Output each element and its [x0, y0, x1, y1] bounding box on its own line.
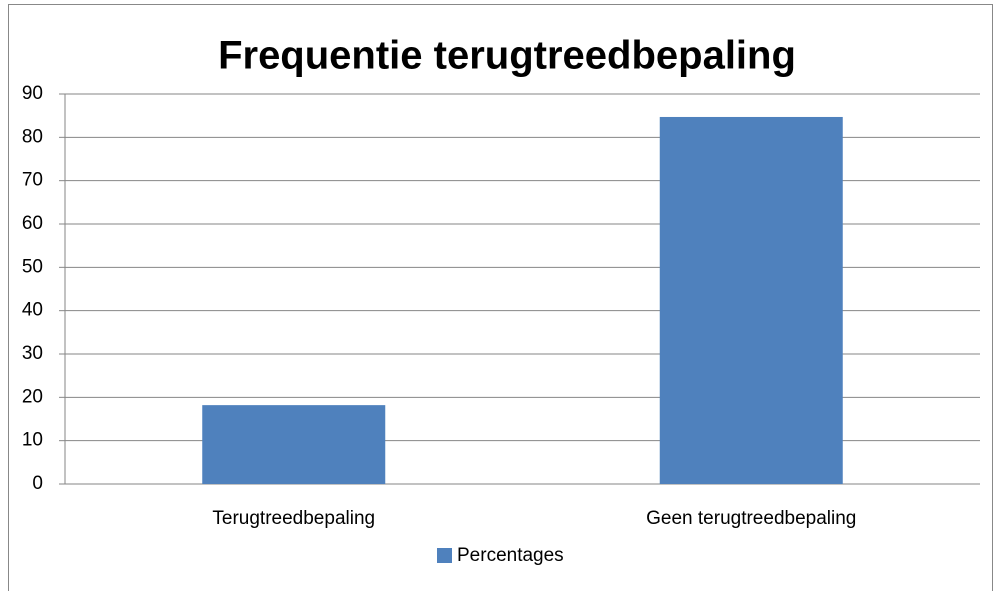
y-tick-label: 40 — [22, 300, 43, 321]
bar — [659, 116, 843, 484]
chart-title: Frequentie terugtreedbepaling — [218, 34, 796, 78]
y-tick-label: 10 — [22, 430, 43, 451]
y-tick-label: 20 — [22, 386, 43, 407]
y-tick-label: 80 — [22, 126, 43, 147]
y-tick-label: 60 — [22, 213, 43, 234]
y-tick-label: 70 — [22, 170, 43, 191]
x-tick-label: Geen terugtreedbepaling — [646, 508, 856, 529]
y-tick-label: 30 — [22, 343, 43, 364]
y-tick-label: 90 — [22, 83, 43, 104]
chart-frame — [8, 4, 993, 591]
bar — [202, 405, 386, 484]
legend-label: Percentages — [457, 545, 564, 566]
x-tick-label: Terugtreedbepaling — [212, 508, 375, 529]
y-tick-label: 0 — [32, 473, 43, 494]
legend-swatch — [437, 548, 452, 563]
y-tick-label: 50 — [22, 256, 43, 277]
